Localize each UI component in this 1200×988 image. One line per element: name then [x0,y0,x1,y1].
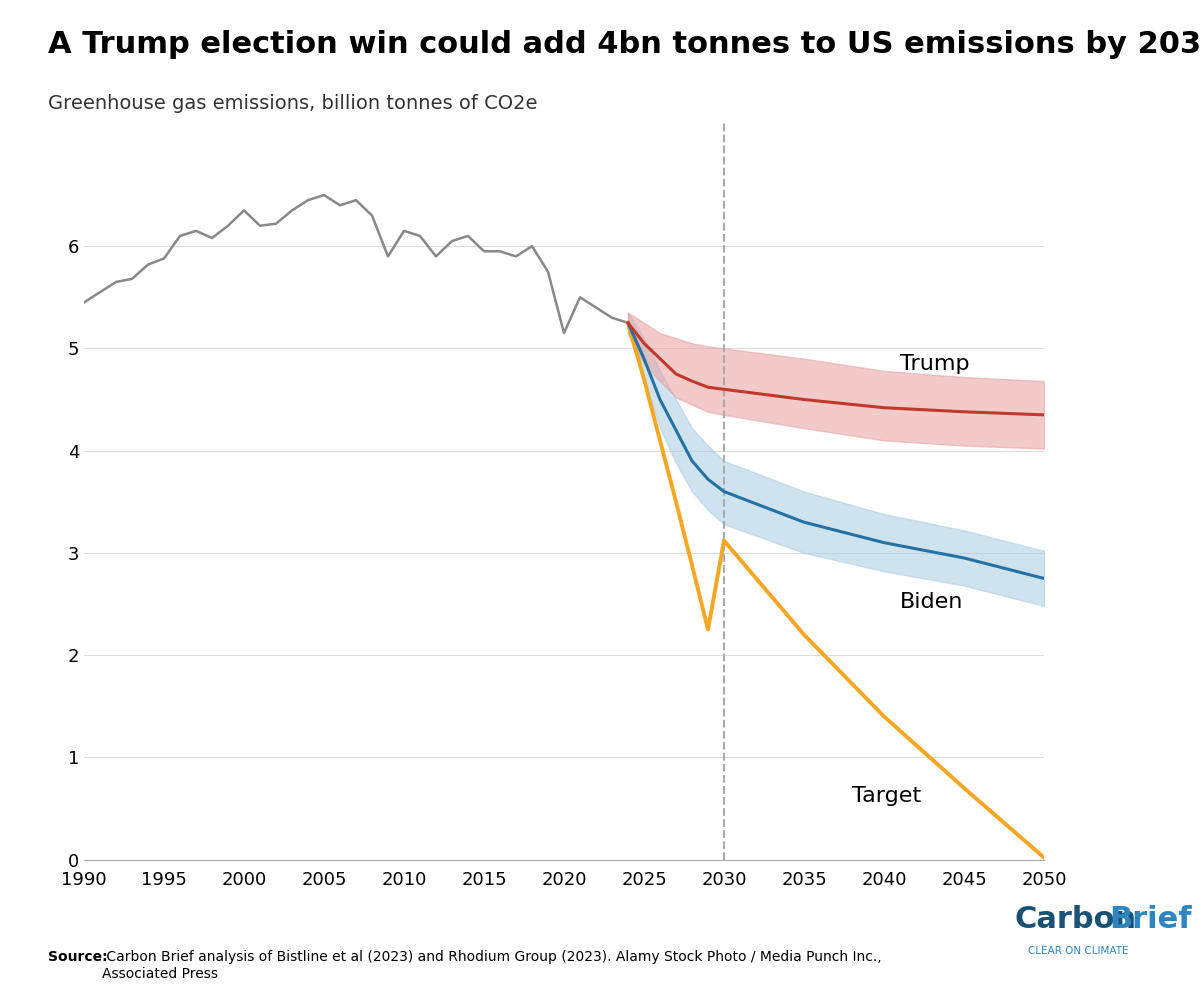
Text: Biden: Biden [900,592,964,612]
Text: Trump: Trump [900,354,970,373]
Text: Brief: Brief [1109,905,1192,934]
Text: Greenhouse gas emissions, billion tonnes of CO2e: Greenhouse gas emissions, billion tonnes… [48,94,538,113]
Text: Carbon Brief analysis of Bistline et al (2023) and Rhodium Group (2023). Alamy S: Carbon Brief analysis of Bistline et al … [102,950,882,981]
Text: A Trump election win could add 4bn tonnes to US emissions by 2030: A Trump election win could add 4bn tonne… [48,30,1200,58]
Text: Target: Target [852,786,922,806]
Text: Carbon: Carbon [1014,905,1136,934]
Text: CLEAR ON CLIMATE: CLEAR ON CLIMATE [1028,947,1129,956]
Text: Source:: Source: [48,950,108,964]
